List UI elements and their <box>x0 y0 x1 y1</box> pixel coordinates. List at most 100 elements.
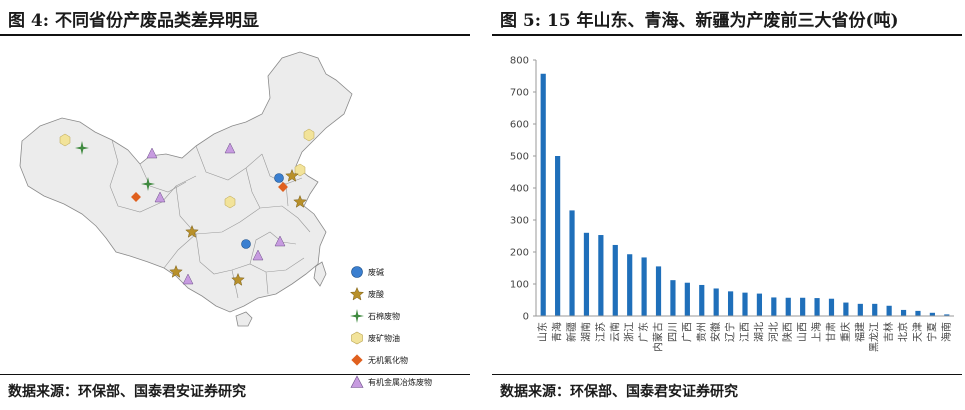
x-tick-label: 河北 <box>768 322 780 342</box>
map-marker-triangle <box>146 147 158 159</box>
cross-star-markers <box>75 141 155 191</box>
x-tick-label: 贵州 <box>695 322 708 342</box>
y-axis: 0 100 200 300 400 500 600 700 800 <box>510 56 537 323</box>
province-borders <box>109 139 311 299</box>
x-tick-label: 广西 <box>681 322 693 342</box>
map-marker-triangle <box>274 235 286 247</box>
bar <box>900 309 907 316</box>
x-tick-label: 安徽 <box>709 322 722 342</box>
figure-4-panel: 图 4: 不同省份产废品类差异明显 <box>0 0 470 410</box>
legend-item-hexagon: 废矿物油 <box>350 328 400 348</box>
bar <box>828 298 835 316</box>
x-tick-label: 浙江 <box>624 322 636 342</box>
x-tick-label: 陕西 <box>781 322 794 342</box>
map-marker-circle <box>274 173 284 183</box>
map-marker-hexagon <box>303 128 315 142</box>
map-marker-star <box>185 224 199 238</box>
bar <box>771 297 777 316</box>
bar <box>814 298 820 316</box>
bar <box>929 312 935 316</box>
legend-label: 无机氟化物 <box>368 355 408 365</box>
x-tick-label: 新疆 <box>565 322 578 342</box>
map-marker-hexagon <box>294 163 306 177</box>
map-marker-cross-star <box>75 141 89 155</box>
legend-cross-star-icon <box>350 309 364 323</box>
legend-label: 石棉废物 <box>368 311 400 321</box>
bar <box>583 232 590 316</box>
legend-diamond-icon <box>351 354 363 366</box>
x-tick-label: 四川 <box>668 322 679 342</box>
figure-5-panel: 图 5: 15 年山东、青海、新疆为产废前三大省份(吨) 0 100 200 300 4… <box>492 0 962 410</box>
map-marker-triangle <box>154 191 166 203</box>
x-tick-label: 江西 <box>739 322 751 342</box>
legend-label: 废酸 <box>368 289 384 299</box>
legend-item-circle: 废碱 <box>350 262 384 282</box>
bar <box>598 235 604 316</box>
x-tick-label: 甘肃 <box>825 322 838 342</box>
bar <box>569 210 575 316</box>
star-markers <box>169 168 307 286</box>
figure-5-source: 数据来源：环保部、国泰君安证券研究 <box>500 384 738 400</box>
figure-4-source: 数据来源：环保部、国泰君安证券研究 <box>8 384 246 400</box>
legend-item-diamond: 无机氟化物 <box>350 350 408 370</box>
x-tick-label: 山西 <box>797 322 809 342</box>
legend-item-star: 废酸 <box>350 284 384 304</box>
y-tick-label: 600 <box>510 120 529 131</box>
map-marker-star <box>285 168 299 182</box>
x-tick-label: 内蒙古 <box>652 322 665 352</box>
bar <box>684 282 690 316</box>
map-marker-hexagon <box>59 133 71 147</box>
x-tick-label: 海南 <box>940 322 953 342</box>
map-marker-triangle <box>252 249 264 261</box>
hainan-island <box>235 311 253 327</box>
bar <box>727 291 734 316</box>
map-marker-triangle <box>182 273 194 285</box>
y-tick-label: 500 <box>510 152 529 163</box>
x-axis: 山东 青海 新疆 湖南 江苏 云南 浙江 广东 内蒙古 四川 广西 贵州 安徽 辽宁 江西 湖北 河北 陕西 山西上… <box>536 315 954 352</box>
bar <box>857 303 863 316</box>
x-tick-label: 湖南 <box>579 322 592 342</box>
legend-label: 废碱 <box>368 267 384 277</box>
bar <box>627 254 633 316</box>
map-marker-hexagon <box>224 195 236 209</box>
bar <box>756 293 763 316</box>
figure-5-top-rule <box>492 34 962 36</box>
x-tick-label: 云南 <box>608 322 621 342</box>
bar <box>713 288 719 316</box>
map-marker-star <box>169 264 183 278</box>
figure-4-title: 图 4: 不同省份产废品类差异明显 <box>8 11 259 31</box>
x-tick-label: 广东 <box>637 322 650 342</box>
bar <box>915 310 921 316</box>
x-tick-label: 福建 <box>853 322 866 342</box>
bar <box>641 257 647 316</box>
bars <box>540 73 950 316</box>
legend-triangle-icon <box>350 375 364 388</box>
legend-star-icon <box>350 287 364 301</box>
y-tick-label: 800 <box>510 56 529 67</box>
bar <box>785 297 791 316</box>
bar <box>555 156 561 316</box>
y-tick-label: 0 <box>523 312 529 323</box>
figure-5-title: 图 5: 15 年山东、青海、新疆为产废前三大省份(吨) <box>500 11 899 31</box>
x-tick-label: 江苏 <box>594 322 607 342</box>
y-tick-label: 200 <box>510 248 529 259</box>
bar <box>655 266 662 316</box>
legend-label: 有机金属冶炼废物 <box>368 377 432 387</box>
map-land <box>19 51 353 327</box>
map-marker-star <box>231 272 245 286</box>
x-tick-label: 北京 <box>897 322 910 342</box>
x-tick-label: 青海 <box>551 322 564 342</box>
legend-hexagon-icon <box>351 331 363 345</box>
x-tick-label: 黑龙江 <box>868 322 881 352</box>
bar <box>612 244 618 316</box>
x-tick-label: 天津 <box>912 322 924 342</box>
map-marker-star <box>293 194 307 208</box>
taiwan-island <box>313 261 327 287</box>
x-tick-label: 吉林 <box>882 322 895 342</box>
map-marker-circle <box>241 239 251 249</box>
bar <box>699 284 705 316</box>
figure-4-bottom-rule <box>0 374 470 375</box>
bar <box>800 297 806 316</box>
bar-chart: 0 100 200 300 400 500 600 700 800 山东 青海 新疆 湖南 江苏 云南 浙江… <box>510 56 954 352</box>
y-tick-label: 100 <box>510 280 529 291</box>
